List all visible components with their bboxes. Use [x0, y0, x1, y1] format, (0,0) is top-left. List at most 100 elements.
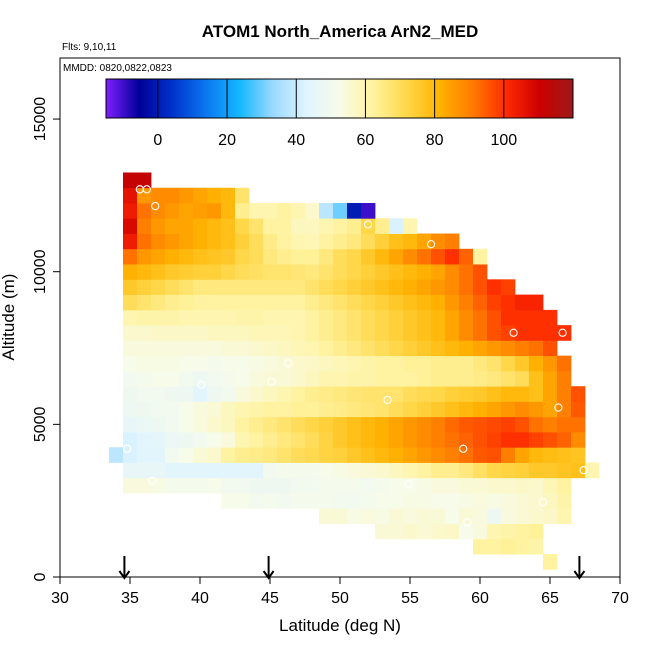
heatmap-cell	[333, 325, 348, 341]
heatmap-cell	[417, 309, 432, 326]
heatmap-cell	[501, 294, 516, 311]
heatmap-cell	[375, 462, 390, 479]
heatmap-cell	[403, 386, 418, 402]
heatmap-cell	[389, 279, 404, 295]
heatmap-cell	[263, 248, 278, 265]
heatmap-cell	[543, 340, 558, 357]
heatmap-cell	[151, 447, 166, 463]
heatmap-cell	[417, 279, 432, 295]
heatmap-cell	[221, 493, 236, 509]
heatmap-cell	[305, 401, 320, 418]
heatmap-cell	[543, 493, 558, 509]
heatmap-cell	[249, 431, 264, 448]
heatmap-cell	[431, 248, 446, 265]
heatmap-cell	[137, 233, 152, 250]
heatmap-cell	[431, 370, 446, 387]
heatmap-cell	[193, 325, 208, 341]
heatmap-cell	[445, 325, 460, 341]
heatmap-cell	[501, 340, 516, 357]
heatmap-cell	[193, 187, 208, 204]
heatmap-cell	[515, 309, 530, 326]
heatmap-cell	[277, 493, 292, 509]
heatmap-cell	[249, 248, 264, 265]
heatmap-cell	[501, 325, 516, 341]
heatmap-cell	[529, 447, 544, 463]
heatmap-cell	[487, 538, 502, 555]
heatmap-cell	[515, 325, 530, 341]
heatmap-cell	[165, 431, 180, 448]
heatmap-cell	[431, 477, 446, 494]
heatmap-cell	[403, 508, 418, 524]
heatmap-cell	[137, 248, 152, 265]
heatmap-cell	[249, 401, 264, 418]
heatmap-cell	[235, 493, 250, 509]
heatmap-cell	[137, 203, 152, 219]
x-tick-label: 60	[471, 590, 489, 607]
heatmap-cell	[137, 447, 152, 463]
heatmap-cell	[543, 401, 558, 418]
heatmap-cell	[431, 279, 446, 295]
heatmap-cell	[165, 218, 180, 234]
heatmap-cell	[291, 248, 306, 265]
heatmap-cell	[137, 340, 152, 357]
heatmap-cell	[235, 309, 250, 326]
heatmap-cell	[151, 431, 166, 448]
heatmap-cell	[165, 248, 180, 265]
heatmap-cell	[431, 264, 446, 280]
heatmap-cell	[137, 264, 152, 280]
heatmap-cell	[431, 523, 446, 540]
heatmap-cell	[291, 401, 306, 418]
heatmap-cell	[403, 431, 418, 448]
heatmap-cell	[487, 294, 502, 311]
heatmap-cell	[193, 264, 208, 280]
heatmap-cell	[249, 233, 264, 250]
heatmap-cell	[151, 355, 166, 372]
heatmap-cell	[305, 248, 320, 265]
heatmap-cell	[333, 447, 348, 463]
heatmap-cell	[557, 370, 572, 387]
heatmap-cell	[473, 386, 488, 402]
heatmap-cell	[305, 340, 320, 357]
heatmap-cell	[473, 462, 488, 479]
heatmap-cell	[165, 203, 180, 219]
heatmap-cell	[361, 279, 376, 295]
heatmap-cell	[501, 447, 516, 463]
heatmap-cell	[235, 416, 250, 433]
heatmap-cell	[305, 370, 320, 387]
heatmap-cell	[249, 264, 264, 280]
heatmap-cell	[291, 279, 306, 295]
heatmap-cell	[445, 279, 460, 295]
heatmap-cell	[403, 370, 418, 387]
heatmap-cell	[249, 294, 264, 311]
heatmap-cell	[123, 248, 138, 265]
heatmap-cell	[305, 309, 320, 326]
heatmap-cell	[389, 233, 404, 250]
heatmap-cell	[459, 340, 474, 357]
heatmap-cell	[347, 386, 362, 402]
heatmap-cell	[557, 431, 572, 448]
heatmap-cell	[333, 508, 348, 524]
heatmap-cell	[333, 477, 348, 494]
heatmap-cell	[361, 416, 376, 433]
heatmap-cell	[417, 416, 432, 433]
heatmap-cell	[151, 294, 166, 311]
heatmap-cell	[529, 431, 544, 448]
heatmap-cell	[221, 325, 236, 341]
heatmap-cell	[375, 493, 390, 509]
heatmap-cell	[473, 264, 488, 280]
heatmap-cell	[361, 493, 376, 509]
heatmap-cell	[417, 294, 432, 311]
heatmap-cell	[473, 477, 488, 494]
heatmap-cell	[263, 447, 278, 463]
heatmap-cell	[543, 386, 558, 402]
heatmap-cell	[179, 203, 194, 219]
heatmap-cell	[445, 386, 460, 402]
heatmap-cell	[165, 447, 180, 463]
heatmap-cell	[137, 416, 152, 433]
heatmap-cell	[445, 248, 460, 265]
heatmap-cell	[403, 416, 418, 433]
heatmap-cell	[207, 386, 222, 402]
heatmap-cell	[459, 416, 474, 433]
heatmap-cell	[403, 279, 418, 295]
heatmap-cell	[319, 355, 334, 372]
